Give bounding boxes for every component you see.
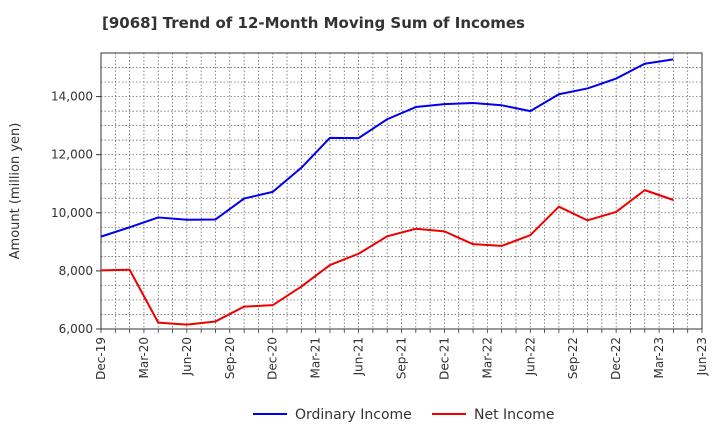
tick-layer: 6,000 8,000 10,000 12,000 14,000 Dec-19 Mar-20…: [51, 90, 709, 380]
x-tick-label: Mar-20: [137, 337, 151, 378]
y-tick-label: 8,000: [59, 264, 93, 278]
x-tick-label: Jun-22: [523, 337, 537, 376]
plot-frame: [100, 52, 703, 330]
y-tick-label: 12,000: [51, 148, 93, 162]
x-tick-label: Sep-22: [566, 337, 580, 379]
y-tick-label: 6,000: [59, 322, 93, 336]
legend-label-ordinary-income: Ordinary Income: [295, 407, 412, 423]
series-layer: [100, 58, 674, 326]
x-tick-label: Mar-23: [652, 337, 666, 378]
x-tick-label: Sep-21: [395, 337, 409, 379]
x-tick-label: Mar-21: [309, 337, 323, 378]
x-tick-label: Dec-21: [437, 337, 451, 380]
y-tick-label: 14,000: [51, 90, 93, 104]
x-tick-label: Mar-22: [480, 337, 494, 378]
legend: Ordinary Income Net Income: [253, 407, 555, 423]
x-tick-label: Jun-21: [352, 337, 366, 376]
axis-layer: [96, 52, 703, 333]
x-tick-label: Sep-20: [223, 337, 237, 379]
chart-title: [9068] Trend of 12-Month Moving Sum of I…: [102, 14, 525, 32]
x-tick-label: Dec-19: [94, 337, 108, 380]
y-tick-label: 10,000: [51, 206, 93, 220]
x-tick-label: Dec-22: [609, 337, 623, 380]
x-tick-label: Dec-20: [266, 337, 280, 380]
y-axis-label: Amount (million yen): [8, 123, 23, 260]
legend-label-net-income: Net Income: [474, 407, 555, 423]
x-tick-label: Jun-20: [180, 337, 194, 376]
grid-layer: [100, 53, 703, 329]
x-tick-label: Jun-23: [695, 337, 709, 376]
